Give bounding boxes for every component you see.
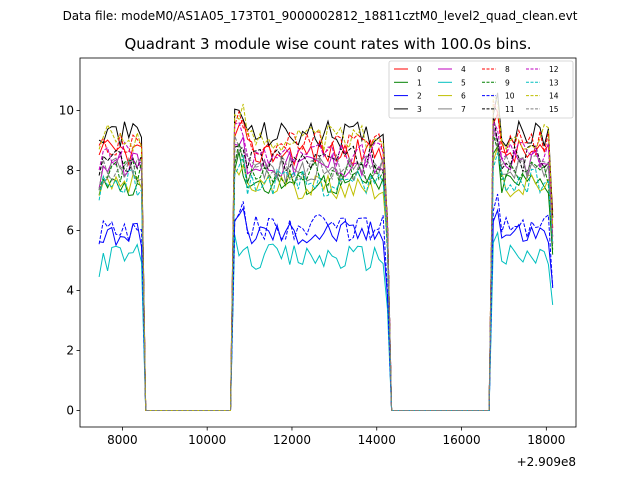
y-axis: 0 2 4 6 8 10 [59, 104, 80, 418]
series-line-2 [99, 206, 554, 411]
series-line-9 [98, 135, 554, 411]
axes-frame [79, 57, 577, 428]
series-line-0 [98, 112, 554, 411]
chart-suptitle: Data file: modeM0/AS1A05_173T01_90000028… [63, 9, 578, 23]
legend-label-14: 14 [549, 92, 559, 101]
series-layer [98, 92, 554, 411]
legend-frame [388, 60, 574, 119]
legend-label-12: 12 [549, 65, 559, 74]
legend-label-6: 6 [461, 92, 466, 101]
legend-label-5: 5 [461, 78, 466, 87]
legend-label-7: 7 [461, 105, 466, 114]
legend-label-1: 1 [417, 78, 422, 87]
legend-label-3: 3 [417, 105, 422, 114]
plot-area [79, 57, 577, 428]
series-line-7 [98, 136, 554, 411]
legend-label-4: 4 [461, 65, 466, 74]
series-line-6 [98, 147, 554, 411]
x-tick-label: 10000 [188, 433, 226, 447]
series-line-12 [98, 120, 554, 411]
legend-label-11: 11 [505, 105, 515, 114]
y-tick-label: 8 [66, 164, 74, 178]
x-tick-label: 18000 [527, 433, 565, 447]
y-tick-label: 0 [66, 404, 74, 418]
legend-label-2: 2 [417, 92, 422, 101]
y-tick-label: 4 [66, 284, 74, 298]
legend-label-8: 8 [505, 65, 510, 74]
series-line-4 [98, 126, 554, 411]
series-line-1 [98, 145, 554, 411]
series-line-14 [98, 92, 554, 411]
x-tick-label: 12000 [273, 433, 311, 447]
legend-label-13: 13 [549, 78, 559, 87]
series-line-15 [98, 125, 554, 411]
x-axis: 8000 10000 12000 14000 16000 18000 [107, 427, 565, 447]
legend-label-0: 0 [417, 65, 422, 74]
y-tick-label: 2 [66, 344, 74, 358]
legend-label-15: 15 [549, 105, 559, 114]
x-tick-label: 14000 [358, 433, 396, 447]
legend-label-9: 9 [505, 78, 510, 87]
x-tick-label: 16000 [442, 433, 480, 447]
y-tick-label: 10 [59, 104, 74, 118]
series-line-11 [98, 115, 554, 411]
series-line-8 [98, 100, 554, 411]
legend-label-10: 10 [505, 92, 515, 101]
series-line-5 [98, 230, 554, 411]
series-line-3 [98, 92, 554, 411]
x-tick-label: 8000 [107, 433, 138, 447]
y-tick-label: 6 [66, 224, 74, 238]
series-line-10 [98, 193, 554, 411]
chart-title: Quadrant 3 module wise count rates with … [124, 35, 531, 53]
series-line-13 [98, 152, 554, 411]
x-axis-offset-label: +2.909e8 [517, 455, 576, 469]
